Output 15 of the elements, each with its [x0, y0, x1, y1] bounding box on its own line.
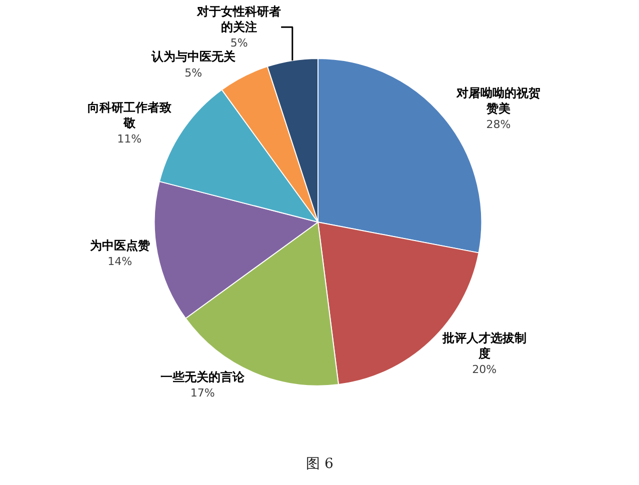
data-label: 28% — [486, 118, 511, 132]
slice-label: 批评人才选拔制度 — [441, 330, 526, 360]
data-label: 20% — [472, 363, 497, 376]
slice-label: 向科研工作者致敬 — [87, 100, 172, 130]
data-label: 14% — [108, 255, 132, 268]
slice-label: 为中医点赞 — [90, 238, 150, 253]
slice-label: 对屠呦呦的祝贺赞美 — [455, 86, 540, 116]
data-label: 17% — [190, 386, 215, 400]
caption: 图 6 — [306, 456, 334, 472]
data-label: 5% — [184, 66, 202, 80]
data-label: 11% — [117, 132, 142, 146]
slice-label: 对于女性科研者的关注 — [196, 4, 282, 34]
slice-label: 认为与中医无关 — [150, 50, 236, 64]
data-label: 5% — [230, 36, 248, 50]
slice-label: 一些无关的言论 — [160, 370, 246, 384]
